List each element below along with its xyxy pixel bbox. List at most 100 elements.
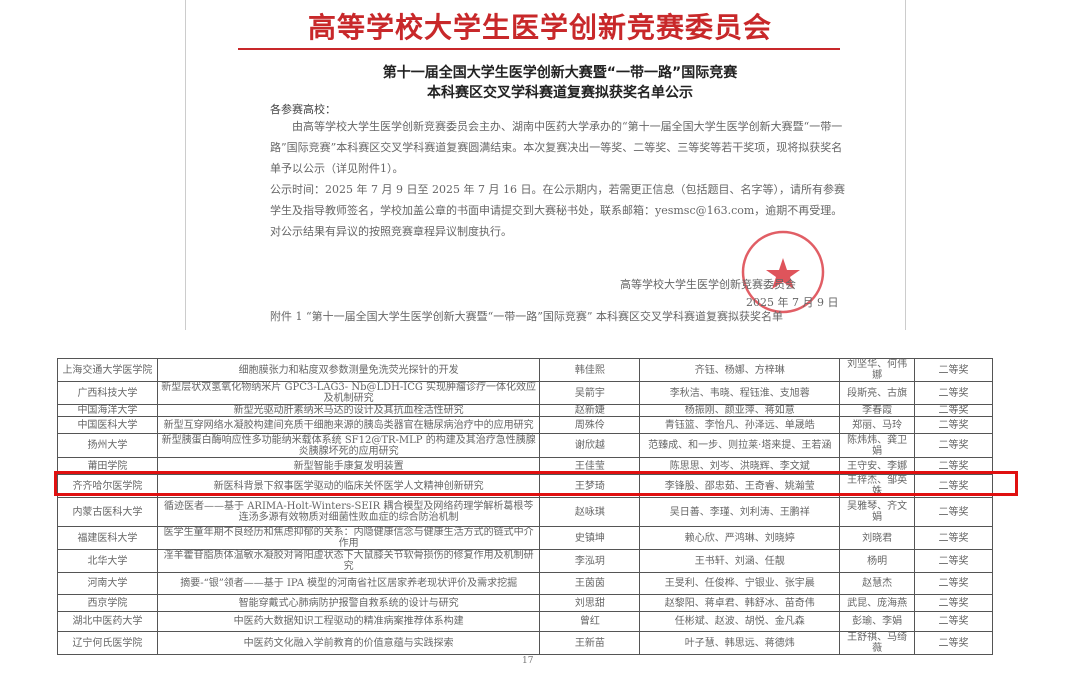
cell-project-title: 智能穿戴式心肺病防护报警自救系统的设计与研究 bbox=[156, 594, 541, 612]
cell-project-title: 摘要-“银”领者——基于 IPA 模型的河南省社区居家养老现状评价及需求挖掘 bbox=[156, 572, 541, 595]
cell-project-title: 细胞膜张力和粘度双参数测量免洗荧光探针的开发 bbox=[156, 358, 541, 382]
cell-leader: 曾红 bbox=[539, 611, 641, 632]
signature-date: 2025 年 7 月 9 日 bbox=[746, 296, 839, 309]
cell-advisors: 李春霞 bbox=[839, 404, 916, 417]
page-edge bbox=[905, 0, 906, 330]
table-row: 广西科技大学 新型层状双氢氧化物纳米片 GPC3-LAG3- Nb@LDH-ICG… bbox=[57, 381, 993, 405]
cell-school: 北华大学 bbox=[57, 549, 158, 573]
cell-members: 吴日善、李瑾、刘利涛、王鹏祥 bbox=[639, 497, 841, 527]
cell-advisors: 吴雅琴、齐文娟 bbox=[839, 497, 916, 527]
signature-org: 高等学校大学生医学创新竞赛委员会 bbox=[620, 278, 796, 291]
table-row: 中国海洋大学 新型光驱动肝素纳米马达的设计及其抗血栓活性研究 赵新婕 杨振刚、颜亚萍、… bbox=[57, 404, 993, 417]
cell-school: 西京学院 bbox=[57, 594, 158, 612]
cell-members: 赵黎阳、蒋卓君、韩舒冰、苗奇伟 bbox=[639, 594, 841, 612]
cell-leader: 谢欣越 bbox=[539, 433, 641, 458]
cell-project-title: 中医药大数据知识工程驱动的精准病案推荐体系构建 bbox=[156, 611, 541, 632]
cell-leader: 韩佳熙 bbox=[539, 358, 641, 382]
cell-members: 范臻成、和一步、则拉莱·塔来提、王若涵 bbox=[639, 433, 841, 458]
notice-title: 第十一届全国大学生医学创新大赛暨“一带一路”国际竞赛 bbox=[382, 65, 738, 81]
cell-leader: 吴箭宇 bbox=[539, 381, 641, 405]
cell-project-title: 新型层状双氢氧化物纳米片 GPC3-LAG3- Nb@LDH-ICG 实现肿瘤诊… bbox=[156, 381, 541, 405]
official-seal-icon bbox=[741, 230, 825, 314]
cell-members: 李秋洁、韦晓、程钰淮、支旭蓉 bbox=[639, 381, 841, 405]
cell-advisors: 彭瑜、李娟 bbox=[839, 611, 916, 632]
cell-advisors: 王舒祺、马绮薇 bbox=[839, 631, 916, 655]
cell-school: 上海交通大学医学院 bbox=[57, 358, 158, 382]
cell-leader: 赵咏琪 bbox=[539, 497, 641, 527]
table-row: 上海交通大学医学院 细胞膜张力和粘度双参数测量免洗荧光探针的开发 韩佳熙 齐钰、杨娜、… bbox=[57, 358, 993, 382]
table-row: 福建医科大学 医学生童年期不良经历和焦虑抑郁的关系：内隐健康信念与健康生活方式的链… bbox=[57, 526, 993, 550]
cell-members: 叶子慧、韩思远、蒋德炜 bbox=[639, 631, 841, 655]
cell-leader: 李泓玥 bbox=[539, 549, 641, 573]
cell-advisors: 段斯亮、古旗 bbox=[839, 381, 916, 405]
cell-leader: 王新苗 bbox=[539, 631, 641, 655]
cell-members: 王旻利、任俊桦、宁银业、张宇晨 bbox=[639, 572, 841, 595]
cell-school: 河南大学 bbox=[57, 572, 158, 595]
cell-advisors: 赵慧杰 bbox=[839, 572, 916, 595]
cell-leader: 周殊伶 bbox=[539, 416, 641, 434]
table-row: 湖北中医药大学 中医药大数据知识工程驱动的精准病案推荐体系构建 曾红 任彬斌、赵波、胡… bbox=[57, 611, 993, 632]
cell-advisors: 刘晓君 bbox=[839, 526, 916, 550]
cell-award: 二等奖 bbox=[914, 594, 993, 612]
table-row: 河南大学 摘要-“银”领者——基于 IPA 模型的河南省社区居家养老现状评价及需求… bbox=[57, 572, 993, 595]
cell-advisors: 郑丽、马玲 bbox=[839, 416, 916, 434]
cell-advisors: 杨明 bbox=[839, 549, 916, 573]
cell-award: 二等奖 bbox=[914, 526, 993, 550]
page-edge bbox=[185, 0, 186, 330]
cell-award: 二等奖 bbox=[914, 433, 993, 458]
highlight-box bbox=[54, 471, 1018, 496]
table-row: 内蒙古医科大学 循迹医者——基于 ARIMA-Holt-Winters-SEIR … bbox=[57, 497, 993, 527]
cell-award: 二等奖 bbox=[914, 631, 993, 655]
page-number: 17 bbox=[522, 656, 534, 666]
award-table: 上海交通大学医学院 细胞膜张力和粘度双参数测量免洗荧光探针的开发 韩佳熙 齐钰、杨娜、… bbox=[57, 358, 993, 655]
cell-school: 辽宁何氏医学院 bbox=[57, 631, 158, 655]
cell-school: 湖北中医药大学 bbox=[57, 611, 158, 632]
cell-advisors: 武昆、庞海燕 bbox=[839, 594, 916, 612]
cell-project-title: 中医药文化融入学前教育的价值意蕴与实践探索 bbox=[156, 631, 541, 655]
cell-advisors: 刘坚华、何伟娜 bbox=[839, 358, 916, 382]
cell-school: 扬州大学 bbox=[57, 433, 158, 458]
cell-award: 二等奖 bbox=[914, 611, 993, 632]
cell-members: 青钰篮、李怡凡、孙泽远、单晟皓 bbox=[639, 416, 841, 434]
letterhead-title: 高等学校大学生医学创新竞赛委员会 bbox=[307, 11, 772, 44]
cell-school: 中国海洋大学 bbox=[57, 404, 158, 417]
cell-members: 王书轩、刘涵、任靓 bbox=[639, 549, 841, 573]
cell-school: 内蒙古医科大学 bbox=[57, 497, 158, 527]
cell-award: 二等奖 bbox=[914, 381, 993, 405]
cell-award: 二等奖 bbox=[914, 549, 993, 573]
table-row: 辽宁何氏医学院 中医药文化融入学前教育的价值意蕴与实践探索 王新苗 叶子慧、韩思远、蒋… bbox=[57, 631, 993, 655]
cell-award: 二等奖 bbox=[914, 497, 993, 527]
table-row: 扬州大学 新型胰蛋白酶响应性多功能纳米载体系统 SF12@TR-MLP 的构建及其… bbox=[57, 433, 993, 458]
table-row: 北华大学 淫羊藿苷脂质体温敏水凝胶对肾阳虚状态下大鼠膝关节软骨损伤的修复作用及机制… bbox=[57, 549, 993, 573]
cell-school: 中国医科大学 bbox=[57, 416, 158, 434]
letterhead-divider bbox=[238, 48, 840, 50]
cell-members: 任彬斌、赵波、胡悦、金凡森 bbox=[639, 611, 841, 632]
cell-members: 赖心欣、严鸿琳、刘晓婷 bbox=[639, 526, 841, 550]
cell-award: 二等奖 bbox=[914, 358, 993, 382]
cell-leader: 赵新婕 bbox=[539, 404, 641, 417]
cell-award: 二等奖 bbox=[914, 404, 993, 417]
cell-leader: 刘思甜 bbox=[539, 594, 641, 612]
table-row: 中国医科大学 新型互穿网络水凝胶构建间充质干细胞来源的胰岛类器官在糖尿病治疗中的应… bbox=[57, 416, 993, 434]
attachment-caption: 附件 1 “第十一届全国大学生医学创新大赛暨“一带一路”国际竞赛” 本科赛区交叉… bbox=[270, 310, 783, 323]
cell-project-title: 医学生童年期不良经历和焦虑抑郁的关系：内隐健康信念与健康生活方式的链式中介作用 bbox=[156, 526, 541, 550]
cell-project-title: 循迹医者——基于 ARIMA-Holt-Winters-SEIR 耦合模型及网络… bbox=[156, 497, 541, 527]
cell-project-title: 新型胰蛋白酶响应性多功能纳米载体系统 SF12@TR-MLP 的构建及其治疗急性… bbox=[156, 433, 541, 458]
cell-members: 杨振刚、颜亚萍、蒋如意 bbox=[639, 404, 841, 417]
cell-school: 福建医科大学 bbox=[57, 526, 158, 550]
cell-advisors: 陈炜炜、龚卫娟 bbox=[839, 433, 916, 458]
cell-leader: 史镇坤 bbox=[539, 526, 641, 550]
salutation: 各参赛高校： bbox=[270, 103, 336, 116]
cell-school: 广西科技大学 bbox=[57, 381, 158, 405]
table-row: 西京学院 智能穿戴式心肺病防护报警自救系统的设计与研究 刘思甜 赵黎阳、蒋卓君、韩舒冰… bbox=[57, 594, 993, 612]
notice-subtitle: 本科赛区交叉学科赛道复赛拟获奖名单公示 bbox=[427, 85, 693, 101]
cell-award: 二等奖 bbox=[914, 416, 993, 434]
cell-project-title: 新型互穿网络水凝胶构建间充质干细胞来源的胰岛类器官在糖尿病治疗中的应用研究 bbox=[156, 416, 541, 434]
cell-leader: 王茵茵 bbox=[539, 572, 641, 595]
cell-award: 二等奖 bbox=[914, 572, 993, 595]
notice-paragraph: 公示时间：2025 年 7 月 9 日至 2025 年 7 月 16 日。在公示… bbox=[270, 183, 845, 238]
cell-members: 齐钰、杨娜、方梓琳 bbox=[639, 358, 841, 382]
cell-project-title: 淫羊藿苷脂质体温敏水凝胶对肾阳虚状态下大鼠膝关节软骨损伤的修复作用及机制研究 bbox=[156, 549, 541, 573]
notice-paragraph: 由高等学校大学生医学创新竞赛委员会主办、湖南中医药大学承办的“第十一届全国大学生… bbox=[270, 120, 843, 175]
cell-project-title: 新型光驱动肝素纳米马达的设计及其抗血栓活性研究 bbox=[156, 404, 541, 417]
